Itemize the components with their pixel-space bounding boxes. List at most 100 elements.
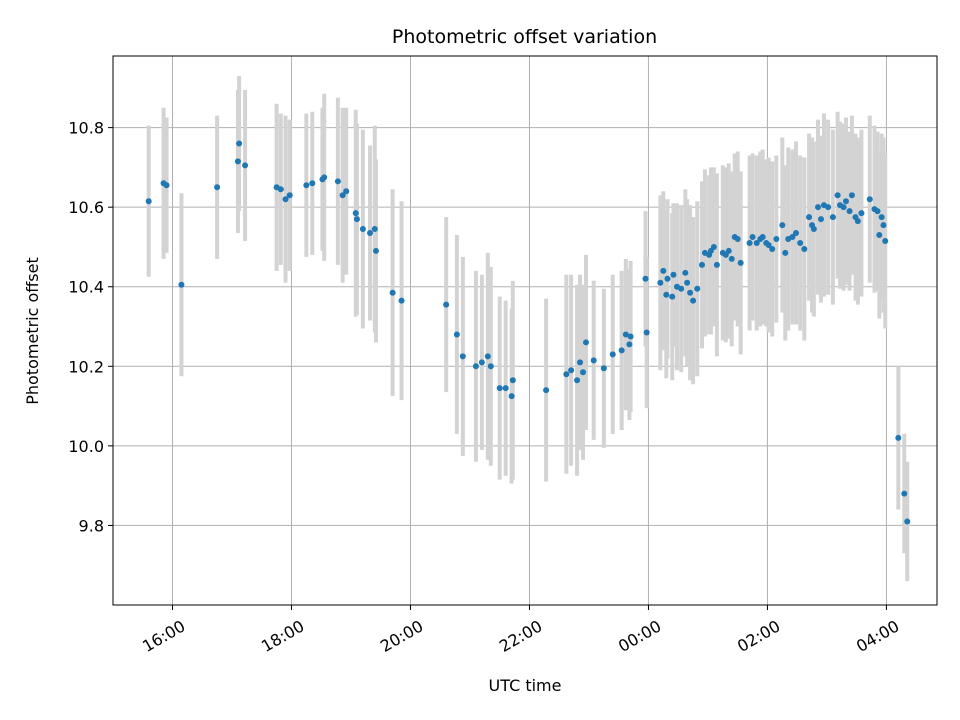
data-point (339, 192, 346, 199)
data-point (353, 216, 360, 223)
data-point (371, 226, 378, 233)
data-point (443, 301, 450, 308)
data-point (600, 365, 607, 372)
data-point (854, 218, 861, 225)
data-point (627, 333, 634, 340)
data-point (178, 281, 185, 288)
data-points (145, 140, 911, 525)
data-point (359, 226, 366, 233)
data-point (343, 188, 350, 195)
data-point (880, 222, 887, 229)
data-point (577, 359, 584, 366)
data-point (664, 275, 671, 282)
data-point (710, 243, 717, 250)
data-point (642, 275, 649, 282)
y-tick-label: 10.0 (68, 437, 104, 456)
data-point (478, 359, 485, 366)
data-point (728, 255, 735, 262)
y-axis-ticks: 9.8 10.0 10.2 10.4 10.6 10.8 (68, 119, 113, 535)
data-point (829, 214, 836, 221)
data-point (568, 367, 575, 374)
data-point (694, 285, 701, 292)
data-point (609, 351, 616, 358)
data-point (389, 289, 396, 296)
data-point (789, 234, 796, 241)
y-tick-label: 10.2 (68, 357, 104, 376)
data-point (866, 196, 873, 203)
data-point (848, 192, 855, 199)
data-point (687, 289, 694, 296)
data-point (810, 226, 817, 233)
data-point (508, 393, 515, 400)
data-point (815, 204, 822, 211)
data-point (669, 293, 676, 300)
data-point (792, 230, 799, 237)
data-point (663, 291, 670, 298)
data-point (759, 234, 766, 241)
data-point (678, 285, 685, 292)
data-point (806, 214, 813, 221)
data-point (626, 341, 633, 348)
data-point (502, 385, 509, 392)
data-point (801, 245, 808, 252)
data-point (580, 369, 587, 376)
data-point (904, 518, 911, 525)
data-point (876, 232, 883, 239)
data-point (725, 247, 732, 254)
data-point (582, 339, 589, 346)
data-point (459, 353, 466, 360)
data-point (574, 377, 581, 384)
data-point (234, 158, 241, 165)
data-point (242, 162, 249, 169)
data-point (773, 236, 780, 242)
data-point (618, 347, 625, 354)
data-point (282, 196, 289, 203)
data-point (367, 230, 374, 237)
data-point (145, 198, 152, 205)
data-point (713, 261, 720, 268)
data-point (277, 186, 284, 193)
data-point (753, 239, 760, 246)
data-point (321, 174, 328, 181)
data-point (895, 434, 902, 441)
grid-lines (113, 56, 937, 605)
data-point (509, 377, 516, 384)
data-point (901, 490, 908, 497)
data-point (858, 210, 865, 217)
y-tick-label: 10.8 (68, 119, 104, 138)
y-tick-label: 10.4 (68, 278, 104, 297)
data-point (286, 192, 293, 199)
data-point (643, 329, 650, 336)
data-point (622, 331, 629, 338)
data-point (484, 353, 491, 360)
data-point (487, 363, 494, 370)
data-point (303, 182, 310, 189)
data-point (684, 279, 691, 286)
data-point (797, 239, 804, 246)
data-point (874, 208, 881, 215)
data-point (746, 239, 753, 246)
x-axis-label: UTC time (489, 676, 562, 695)
data-point (825, 204, 832, 211)
data-point (769, 245, 776, 252)
data-point (878, 214, 885, 221)
data-point (670, 271, 677, 278)
data-point (765, 241, 772, 248)
data-point (749, 234, 756, 241)
data-point (590, 357, 597, 364)
data-point (834, 192, 841, 199)
data-point (163, 182, 170, 189)
data-point (682, 269, 689, 276)
data-point (846, 208, 853, 215)
y-axis-label: Photometric offset (23, 257, 42, 405)
data-point (698, 261, 705, 268)
y-tick-label: 9.8 (79, 516, 104, 535)
data-point (690, 297, 697, 304)
data-point (309, 180, 316, 187)
data-point (563, 371, 570, 378)
data-point (817, 216, 824, 223)
data-point (334, 178, 341, 185)
data-point (779, 222, 786, 229)
data-point (782, 249, 789, 256)
